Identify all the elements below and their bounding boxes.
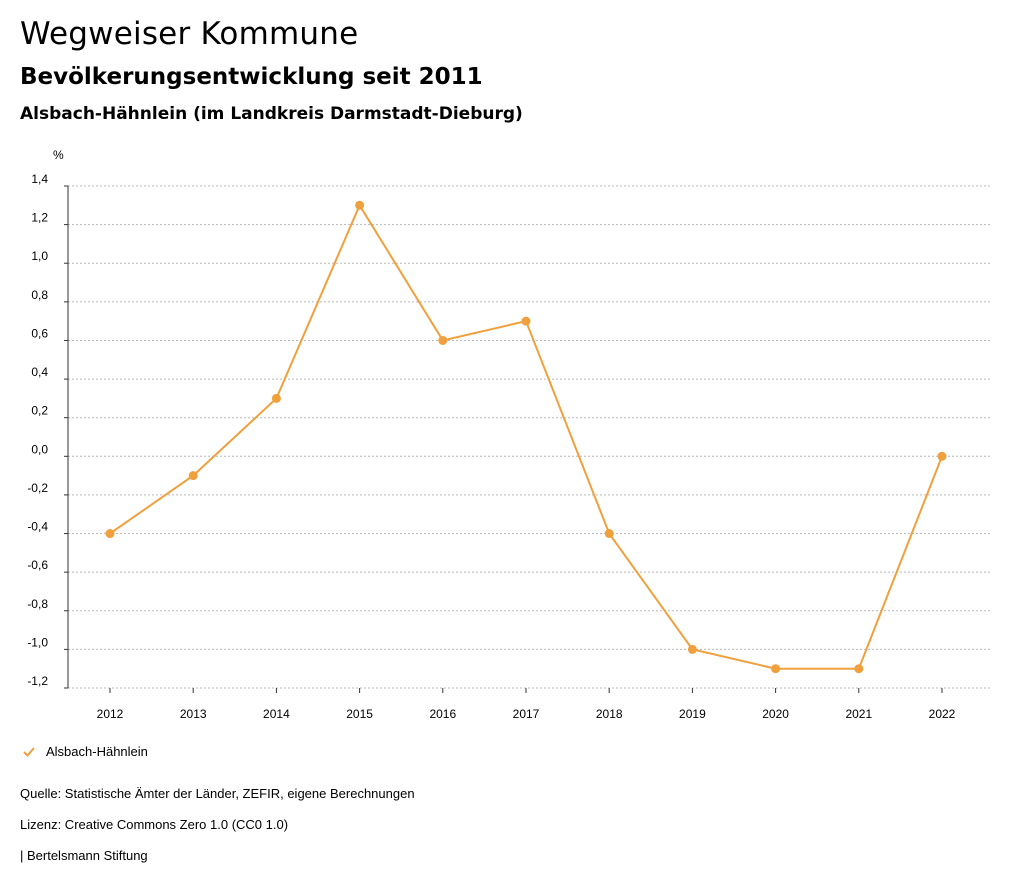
data-point[interactable] <box>687 644 697 654</box>
x-tick-label: 2013 <box>180 707 207 721</box>
source-note: Quelle: Statistische Ämter der Länder, Z… <box>20 786 415 801</box>
y-tick-label: 1,4 <box>31 172 48 186</box>
license-note: Lizenz: Creative Commons Zero 1.0 (CC0 1… <box>20 817 289 832</box>
x-tick-label: 2021 <box>845 707 872 721</box>
series-line-path <box>109 203 943 670</box>
y-tick-label: -0,6 <box>27 558 48 572</box>
y-tick-label: -1,0 <box>27 635 48 649</box>
data-point[interactable] <box>355 200 365 210</box>
gridlines <box>68 185 990 689</box>
y-tick-label: 1,0 <box>31 249 48 263</box>
x-axis: 2012 2013 2014 2015 2016 2017 2018 2019 2020 2021… <box>97 688 956 721</box>
data-point[interactable] <box>604 529 614 539</box>
data-point[interactable] <box>271 393 281 403</box>
y-tick-label: -0,4 <box>27 520 48 534</box>
y-tick-label: -1,2 <box>27 674 48 688</box>
y-tick-label: 1,2 <box>31 211 48 225</box>
chart-subtitle: Bevölkerungsentwicklung seit 2011 <box>20 64 483 90</box>
data-point[interactable] <box>438 335 448 345</box>
publisher-note: | Bertelsmann Stiftung <box>20 848 148 863</box>
x-tick-label: 2017 <box>513 707 540 721</box>
y-tick-label: 0,4 <box>31 365 48 379</box>
x-tick-label: 2020 <box>762 707 789 721</box>
x-tick-label: 2019 <box>679 707 706 721</box>
data-point[interactable] <box>937 451 947 461</box>
region-label: Alsbach-Hähnlein (im Landkreis Darmstadt… <box>20 104 523 124</box>
legend[interactable]: Alsbach-Hähnlein <box>22 744 148 759</box>
x-tick-label: 2022 <box>929 707 956 721</box>
y-axis-unit-label: % <box>53 148 64 162</box>
y-tick-label: 0,6 <box>31 326 48 340</box>
y-tick-label: 0,2 <box>31 404 48 418</box>
legend-label: Alsbach-Hähnlein <box>46 744 148 759</box>
x-tick-label: 2018 <box>596 707 623 721</box>
x-tick-label: 2015 <box>346 707 373 721</box>
y-tick-label: -0,2 <box>27 481 48 495</box>
x-tick-label: 2012 <box>97 707 124 721</box>
line-chart: % 1,4 1,2 1,0 0,8 0,6 0,4 0,2 0,0 -0,2 -0,4 -0,6 -0… <box>27 148 990 721</box>
x-tick-label: 2016 <box>429 707 456 721</box>
data-point[interactable] <box>188 471 198 481</box>
y-tick-label: 0,8 <box>31 288 48 302</box>
y-tick-label: -0,8 <box>27 597 48 611</box>
page-title: Wegweiser Kommune <box>20 16 359 52</box>
data-point[interactable] <box>105 529 115 539</box>
data-point[interactable] <box>854 664 864 674</box>
y-axis: 1,4 1,2 1,0 0,8 0,6 0,4 0,2 0,0 -0,2 -0,4 -0,6 -0,8… <box>27 172 69 689</box>
data-point[interactable] <box>521 316 531 326</box>
x-tick-label: 2014 <box>263 707 290 721</box>
y-tick-label: 0,0 <box>31 442 48 456</box>
data-point[interactable] <box>771 664 781 674</box>
series-line <box>105 200 947 674</box>
check-icon <box>23 746 35 757</box>
